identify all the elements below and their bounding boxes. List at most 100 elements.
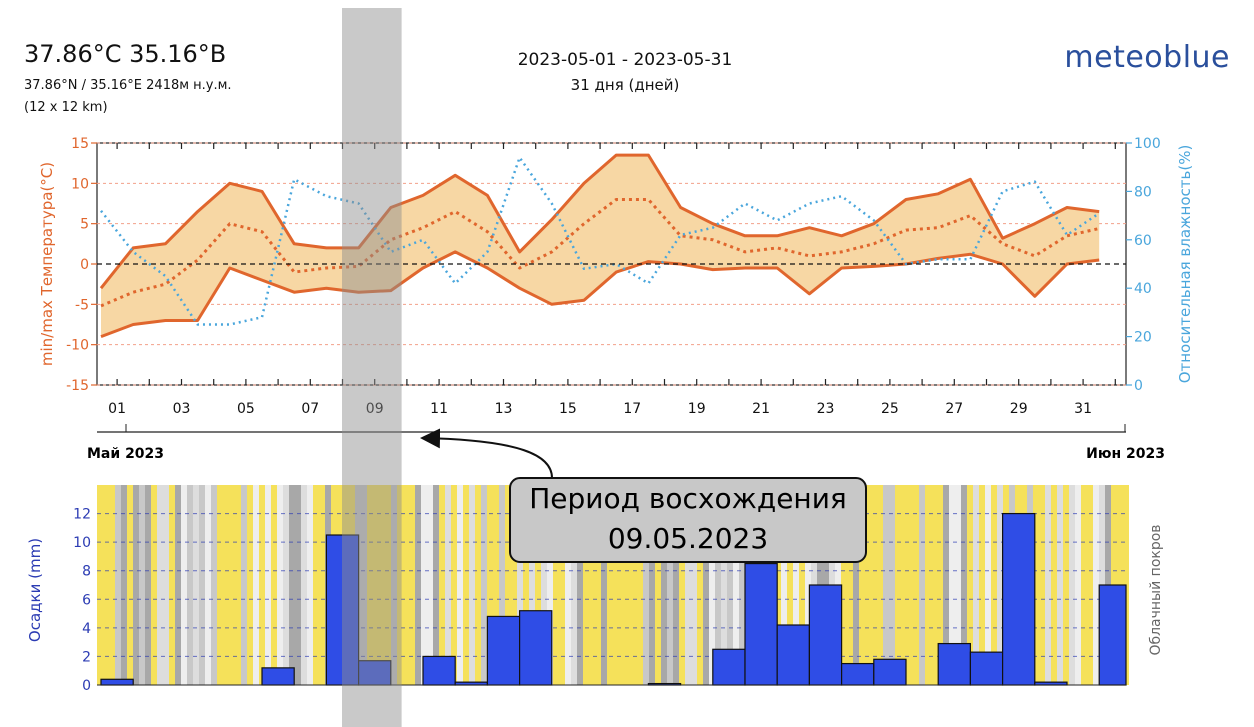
- sun-cloud-stripe: [679, 485, 685, 685]
- sun-cloud-stripe: [427, 485, 433, 685]
- sun-cloud-stripe: [1093, 485, 1099, 685]
- precip-tick-label: 10: [73, 535, 91, 551]
- sun-cloud-stripe: [1081, 485, 1087, 685]
- precip-bar: [1001, 512, 1036, 686]
- sun-cloud-stripe: [841, 485, 847, 685]
- sun-cloud-stripe: [703, 485, 709, 685]
- precip-bar: [486, 615, 521, 686]
- day-tick-label: 31: [1074, 401, 1092, 417]
- sun-cloud-stripe: [937, 485, 943, 685]
- sun-cloud-stripe: [499, 485, 505, 685]
- max-temperature-line: [99, 153, 1100, 290]
- sun-cloud-stripe: [775, 485, 781, 685]
- sun-cloud-stripe: [145, 485, 151, 685]
- sun-cloud-stripe: [883, 485, 889, 685]
- temperature-tick-label: 15: [71, 136, 89, 152]
- day-tick-label: 23: [817, 401, 835, 417]
- sun-cloud-stripe: [1057, 485, 1063, 685]
- precip-bar: [937, 642, 972, 686]
- sun-cloud-stripe: [139, 485, 145, 685]
- month-start-label: Май 2023: [87, 446, 164, 462]
- day-tick-label: 17: [623, 401, 641, 417]
- day-tick-label: 15: [559, 401, 577, 417]
- sun-cloud-stripe: [907, 485, 913, 685]
- precip-bar: [873, 658, 907, 686]
- sun-cloud-stripe: [613, 485, 619, 685]
- precip-bar: [712, 648, 746, 686]
- sun-cloud-stripe: [727, 485, 733, 685]
- sun-cloud-stripe: [307, 485, 313, 685]
- sun-cloud-stripe: [877, 485, 883, 685]
- temperature-axis-label: min/max Температура(°C): [38, 162, 56, 366]
- month-end-label: Июн 2023: [1086, 446, 1165, 462]
- temperature-range-band: [101, 155, 1100, 337]
- cloud-cover-axis-label: Облачный покров: [1148, 524, 1164, 655]
- sun-cloud-stripe: [1063, 485, 1069, 685]
- temperature-tick-label: -5: [75, 297, 89, 313]
- precip-bar: [808, 584, 843, 686]
- sun-cloud-stripe: [943, 485, 949, 685]
- humidity-tick-label: 100: [1134, 136, 1161, 152]
- sun-cloud-stripe: [121, 485, 127, 685]
- sun-cloud-stripe: [577, 485, 583, 685]
- sun-cloud-stripe: [163, 485, 169, 685]
- sun-cloud-stripe: [697, 485, 703, 685]
- sun-cloud-stripe: [733, 485, 739, 685]
- sun-cloud-stripe: [913, 485, 919, 685]
- temperature-tick-label: -15: [66, 378, 89, 394]
- sun-cloud-stripe: [211, 485, 217, 685]
- sun-cloud-stripe: [925, 485, 931, 685]
- temperature-tick-label: 5: [80, 217, 89, 233]
- humidity-tick-label: 80: [1134, 184, 1152, 200]
- sun-cloud-stripe: [847, 485, 853, 685]
- sun-cloud-stripe: [301, 485, 307, 685]
- sun-cloud-stripe: [967, 485, 973, 685]
- sun-cloud-stripe: [721, 485, 727, 685]
- ascent-day-highlight: [342, 8, 402, 727]
- sun-cloud-stripe: [253, 485, 259, 685]
- sun-cloud-stripe: [781, 485, 787, 685]
- sun-cloud-stripe: [487, 485, 493, 685]
- sun-cloud-stripe: [157, 485, 163, 685]
- sun-cloud-stripe: [115, 485, 121, 685]
- callout-arrow: [420, 428, 553, 479]
- day-tick-label: 09: [366, 401, 384, 417]
- sun-cloud-stripe: [931, 485, 937, 685]
- temperature-tick-label: 10: [71, 176, 89, 192]
- day-tick-label: 29: [1010, 401, 1028, 417]
- sun-cloud-stripe: [127, 485, 133, 685]
- sun-cloud-stripe: [655, 485, 661, 685]
- sun-cloud-stripe: [637, 485, 643, 685]
- sun-cloud-stripe: [985, 485, 991, 685]
- sun-cloud-stripe: [865, 485, 871, 685]
- sun-cloud-stripe: [391, 485, 397, 685]
- callout-title: Период восхождения: [529, 482, 847, 515]
- day-tick-label: 03: [173, 401, 191, 417]
- sun-cloud-stripe: [367, 485, 373, 685]
- sun-cloud-stripe: [559, 485, 565, 685]
- sun-cloud-stripe: [493, 485, 499, 685]
- sun-cloud-stripe: [799, 485, 805, 685]
- day-tick-label: 27: [945, 401, 963, 417]
- sun-cloud-stripe: [235, 485, 241, 685]
- day-tick-label: 05: [237, 401, 255, 417]
- sun-cloud-stripe: [919, 485, 925, 685]
- sun-cloud-stripe: [589, 485, 595, 685]
- location-coordinates-title: 37.86°C 35.16°B: [24, 40, 227, 68]
- sun-cloud-stripe: [619, 485, 625, 685]
- sun-cloud-stripe: [517, 485, 523, 685]
- precip-bar: [969, 651, 1004, 686]
- sun-cloud-stripe: [529, 485, 535, 685]
- sun-cloud-stripe: [901, 485, 907, 685]
- day-tick-label: 07: [301, 401, 319, 417]
- sun-cloud-stripe: [265, 485, 271, 685]
- sun-cloud-stripe: [223, 485, 229, 685]
- sun-cloud-stripe: [709, 485, 715, 685]
- humidity-tick-label: 20: [1134, 330, 1152, 346]
- sun-cloud-stripe: [859, 485, 865, 685]
- sun-cloud-stripe: [175, 485, 181, 685]
- sun-cloud-stripe: [109, 485, 115, 685]
- mean-temperature-line: [100, 198, 1100, 308]
- sun-cloud-stripe: [625, 485, 631, 685]
